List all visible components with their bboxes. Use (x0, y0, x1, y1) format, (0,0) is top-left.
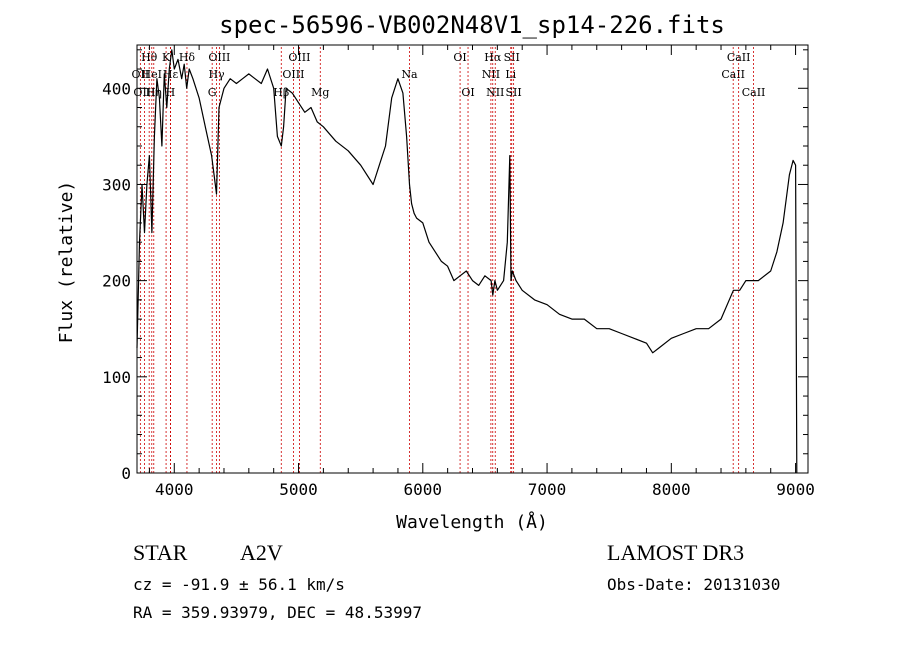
y-axis-label: Flux (relative) (56, 181, 77, 344)
observation-date: Obs-Date: 20131030 (607, 575, 781, 594)
x-tick-label: 7000 (528, 480, 567, 499)
line-marker-label: CaII (727, 51, 751, 64)
survey-name: LAMOST DR3 (607, 540, 745, 565)
spectrum-line (136, 49, 798, 474)
y-tick-label: 200 (102, 272, 131, 291)
line-marker-label: Hε (163, 68, 179, 81)
line-marker-label: SII (506, 86, 522, 99)
x-tick-label: 9000 (776, 480, 815, 499)
line-marker-label: Hθ (141, 51, 158, 64)
line-marker-label: G (208, 86, 217, 99)
line-marker-label: Hα (484, 51, 502, 64)
object-class: STAR (133, 540, 188, 565)
line-marker-label: OIII (133, 86, 155, 99)
x-tick-label: 5000 (279, 480, 318, 499)
line-marker-label: OIII (282, 68, 304, 81)
line-marker-label: CaII (721, 68, 745, 81)
line-marker-label: NII (482, 68, 500, 81)
line-markers: HθOIIOIIIHηHeIKHHεHδGHγOIIIHβOIIIOIIIMgN… (131, 47, 765, 473)
redshift-velocity: cz = -91.9 ± 56.1 km/s (133, 575, 345, 594)
line-marker-label: OI (453, 51, 466, 64)
y-tick-label: 300 (102, 175, 131, 194)
line-marker-label: Hγ (208, 68, 225, 81)
y-tick-label: 0 (121, 464, 131, 483)
x-axis-label: Wavelength (Å) (396, 511, 548, 533)
y-tick-label: 400 (102, 79, 131, 98)
line-marker-label: Na (401, 68, 418, 81)
line-marker-label: CaII (742, 86, 766, 99)
line-marker-label: OIII (288, 51, 310, 64)
line-marker-label: Li (505, 68, 516, 81)
line-marker-label: HeI (142, 68, 162, 81)
line-marker-label: Hδ (179, 51, 196, 64)
plot-frame (136, 44, 809, 474)
object-subclass: A2V (240, 540, 283, 565)
line-marker-label: OIII (208, 51, 230, 64)
x-tick-label: 8000 (652, 480, 691, 499)
line-marker-label: Mg (311, 86, 329, 99)
line-marker-label: SII (504, 51, 520, 64)
x-tick-label: 4000 (155, 480, 194, 499)
chart-title: spec-56596-VB002N48V1_sp14-226.fits (219, 11, 725, 39)
line-marker-label: Hβ (273, 86, 289, 99)
line-marker-label: K (162, 51, 171, 64)
line-marker-label: OI (461, 86, 474, 99)
axis-ticks: 4000 5000 6000 7000 8000 9000 0 100 200 300 400 (102, 45, 815, 499)
x-tick-label: 6000 (404, 480, 443, 499)
line-marker-label: NII (486, 86, 504, 99)
y-tick-label: 100 (102, 368, 131, 387)
coordinates: RA = 359.93979, DEC = 48.53997 (133, 603, 422, 622)
